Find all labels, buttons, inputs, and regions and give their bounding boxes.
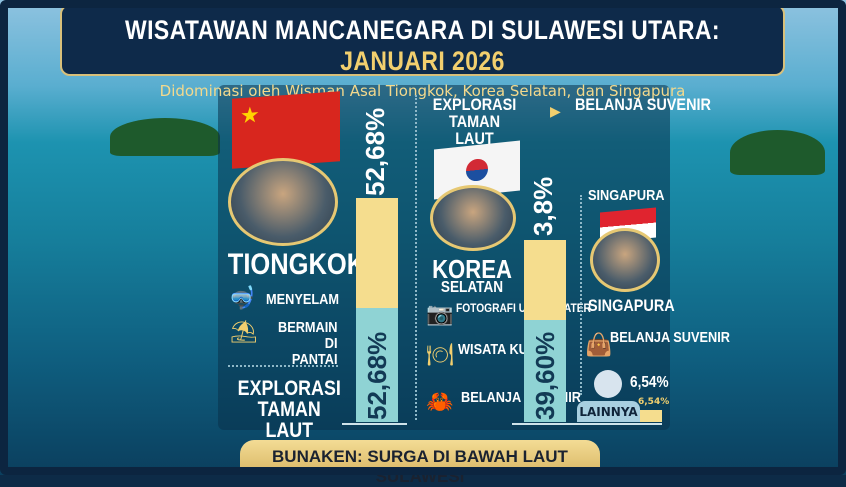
island-right [730, 130, 825, 175]
korea-share-label: 3,8% [528, 176, 558, 236]
korea-bar-bottom [524, 320, 566, 422]
china-label: TIONGKOK [227, 248, 366, 281]
korea-label-2: SELATAN [440, 279, 504, 296]
island-left [110, 118, 220, 156]
china-bar-label: 52,68% [362, 331, 392, 420]
shopping-bag-icon: 👜 [585, 333, 613, 358]
divider [580, 195, 582, 395]
china-share-label: 52,68% [360, 107, 390, 196]
singapore-top-label: SINGAPURA [588, 187, 665, 204]
korea-bar-label: 39,60% [530, 331, 560, 420]
dining-plate-icon: 🍽 [426, 343, 454, 368]
others-value: 6,54% [630, 374, 669, 391]
activity-menyelam: MENYELAM [266, 291, 339, 308]
korea-bar-top [524, 240, 566, 320]
china-highlight: EXPLORASI TAMAN LAUT [237, 377, 341, 442]
china-bar-bottom [356, 308, 398, 422]
baseline [342, 423, 407, 425]
flow-to: BELANJA SUVENIR [575, 95, 711, 114]
diver-icon: 🤿 [228, 286, 256, 311]
activity-belanja-singapore: BELANJA SUVENIR [610, 329, 730, 346]
baseline [512, 423, 662, 425]
singapore-tourists-photo [590, 228, 660, 292]
footer-banner: BUNAKEN: SURGA DI BAWAH LAUT SULAWESI [240, 440, 600, 486]
arrow-right-icon: ▶ [550, 104, 561, 120]
singapore-label: SINGAPURA [588, 296, 675, 315]
page-title: WISATAWAN MANCANEGARA DI SULAWESI UTARA:… [125, 15, 720, 76]
divider [415, 95, 417, 420]
others-value-small: 6,54% [638, 397, 670, 407]
activity-bermain-di-pantai: BERMAIN DI PANTAI [278, 319, 338, 368]
others-bar [640, 410, 662, 422]
camera-icon: 📷 [426, 302, 454, 327]
flow-from: EXPLORASI TAMAN LAUT [432, 95, 517, 148]
crab-dish-icon: 🦀 [426, 390, 454, 415]
korea-tourists-photo [430, 185, 516, 251]
korea-label: KOREA [432, 254, 512, 284]
china-bar-top [356, 198, 398, 308]
title-banner: WISATAWAN MANCANEGARA DI SULAWESI UTARA:… [60, 4, 785, 100]
globe-icon [594, 370, 622, 398]
beach-umbrella-icon: ⛱ [230, 320, 258, 345]
divider [228, 365, 338, 367]
china-tourists-photo [228, 158, 338, 246]
others-badge: LAINNYA [577, 401, 640, 422]
